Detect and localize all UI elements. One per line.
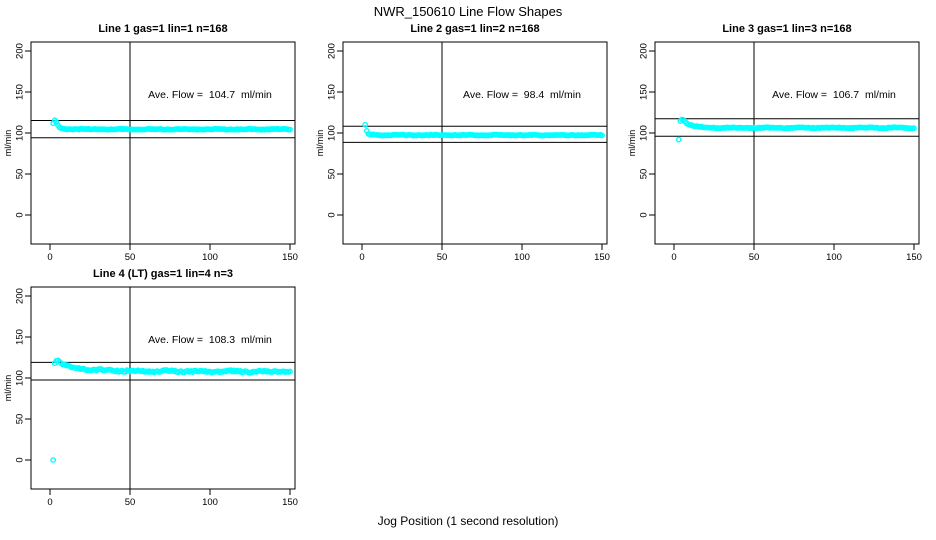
- y-tick-label: 100: [15, 125, 26, 141]
- subplot-line-4: Line 4 (LT) gas=1 lin=4 n=3 0 50 100 150 0 50 1…: [0, 245, 312, 515]
- data-point: [911, 125, 917, 132]
- y-tick-label: 50: [639, 169, 650, 180]
- x-tick-label: 0: [47, 497, 52, 508]
- x-tick-label: 100: [514, 252, 530, 263]
- x-tick-label: 150: [282, 497, 298, 508]
- y-axis-label: ml/min: [315, 130, 325, 157]
- x-tick-label: 100: [202, 497, 218, 508]
- x-tick-label: 150: [282, 252, 298, 263]
- y-axis-label: ml/min: [3, 375, 13, 402]
- subplot-plot-area: 0 50 100 150 0 50 100 150 200 ml/min: [315, 41, 610, 263]
- y-tick-label: 200: [327, 43, 338, 59]
- subplot-plot-area: 0 50 100 150 0 50 100 150 200 ml/min: [3, 41, 298, 263]
- x-tick-label: 0: [47, 252, 52, 263]
- x-tick-label: 100: [202, 252, 218, 263]
- figure-title: NWR_150610 Line Flow Shapes: [373, 4, 563, 19]
- outlier-point: [50, 457, 57, 463]
- subplot-title: Line 4 (LT) gas=1 lin=4 n=3: [92, 268, 234, 280]
- x-tick-label: 50: [125, 497, 136, 508]
- y-axis-label: ml/min: [3, 130, 13, 157]
- y-tick-label: 200: [639, 43, 650, 59]
- x-tick-label: 50: [125, 252, 136, 263]
- data-point: [287, 368, 293, 375]
- x-tick-label: 0: [671, 252, 676, 263]
- ave-flow-annotation: Ave. Flow = 104.7 ml/min: [148, 89, 272, 101]
- y-tick-label: 0: [639, 212, 650, 217]
- y-tick-label: 100: [15, 370, 26, 386]
- y-tick-label: 100: [639, 125, 650, 141]
- x-tick-label: 100: [826, 252, 842, 263]
- subplot-plot-area: 0 50 100 150 0 50 100 150 200 ml/min: [627, 41, 922, 263]
- plot-frame: [30, 41, 296, 245]
- subplot-line-1: Line 1 gas=1 lin=1 n=168 0 50 100 150 0 50 100 1…: [0, 0, 312, 270]
- subplot-line-3: Line 3 gas=1 lin=3 n=168 0 50 100 150 0 50 100 1…: [624, 0, 936, 270]
- y-tick-label: 0: [15, 212, 26, 217]
- subplot-title: Line 1 gas=1 lin=1 n=168: [98, 23, 228, 35]
- plot-frame: [30, 286, 296, 490]
- subplot-title: Line 3 gas=1 lin=3 n=168: [722, 23, 852, 35]
- x-tick-label: 0: [359, 252, 364, 263]
- plot-frame: [342, 41, 608, 245]
- y-tick-label: 50: [15, 414, 26, 425]
- plot-frame: [654, 41, 920, 245]
- x-tick-label: 50: [437, 252, 448, 263]
- y-tick-label: 50: [15, 169, 26, 180]
- y-tick-label: 200: [15, 43, 26, 59]
- ave-flow-annotation: Ave. Flow = 108.3 ml/min: [148, 334, 272, 346]
- x-axis-figure-label: Jog Position (1 second resolution): [377, 514, 559, 528]
- y-axis-label: ml/min: [627, 130, 637, 157]
- y-tick-label: 150: [327, 84, 338, 100]
- data-point: [362, 121, 369, 128]
- x-tick-label: 150: [906, 252, 922, 263]
- y-tick-label: 200: [15, 288, 26, 304]
- y-tick-label: 100: [327, 125, 338, 141]
- subplot-title: Line 2 gas=1 lin=2 n=168: [410, 23, 540, 35]
- data-point: [287, 126, 293, 133]
- subplot-plot-area: 0 50 100 150 0 50 100 150 200 ml/min: [3, 286, 298, 508]
- y-tick-label: 150: [639, 84, 650, 100]
- outlier-point: [675, 136, 682, 143]
- data-point: [599, 132, 605, 139]
- y-tick-label: 0: [15, 457, 26, 462]
- y-tick-label: 50: [327, 169, 338, 180]
- x-tick-label: 150: [594, 252, 610, 263]
- x-tick-label: 50: [749, 252, 760, 263]
- y-tick-label: 150: [15, 329, 26, 345]
- ave-flow-annotation: Ave. Flow = 106.7 ml/min: [772, 89, 896, 101]
- y-tick-label: 150: [15, 84, 26, 100]
- y-tick-label: 0: [327, 212, 338, 217]
- ave-flow-annotation: Ave. Flow = 98.4 ml/min: [463, 89, 581, 101]
- subplot-line-2: Line 2 gas=1 lin=2 n=168 0 50 100 150 0 50 100 1…: [312, 0, 624, 270]
